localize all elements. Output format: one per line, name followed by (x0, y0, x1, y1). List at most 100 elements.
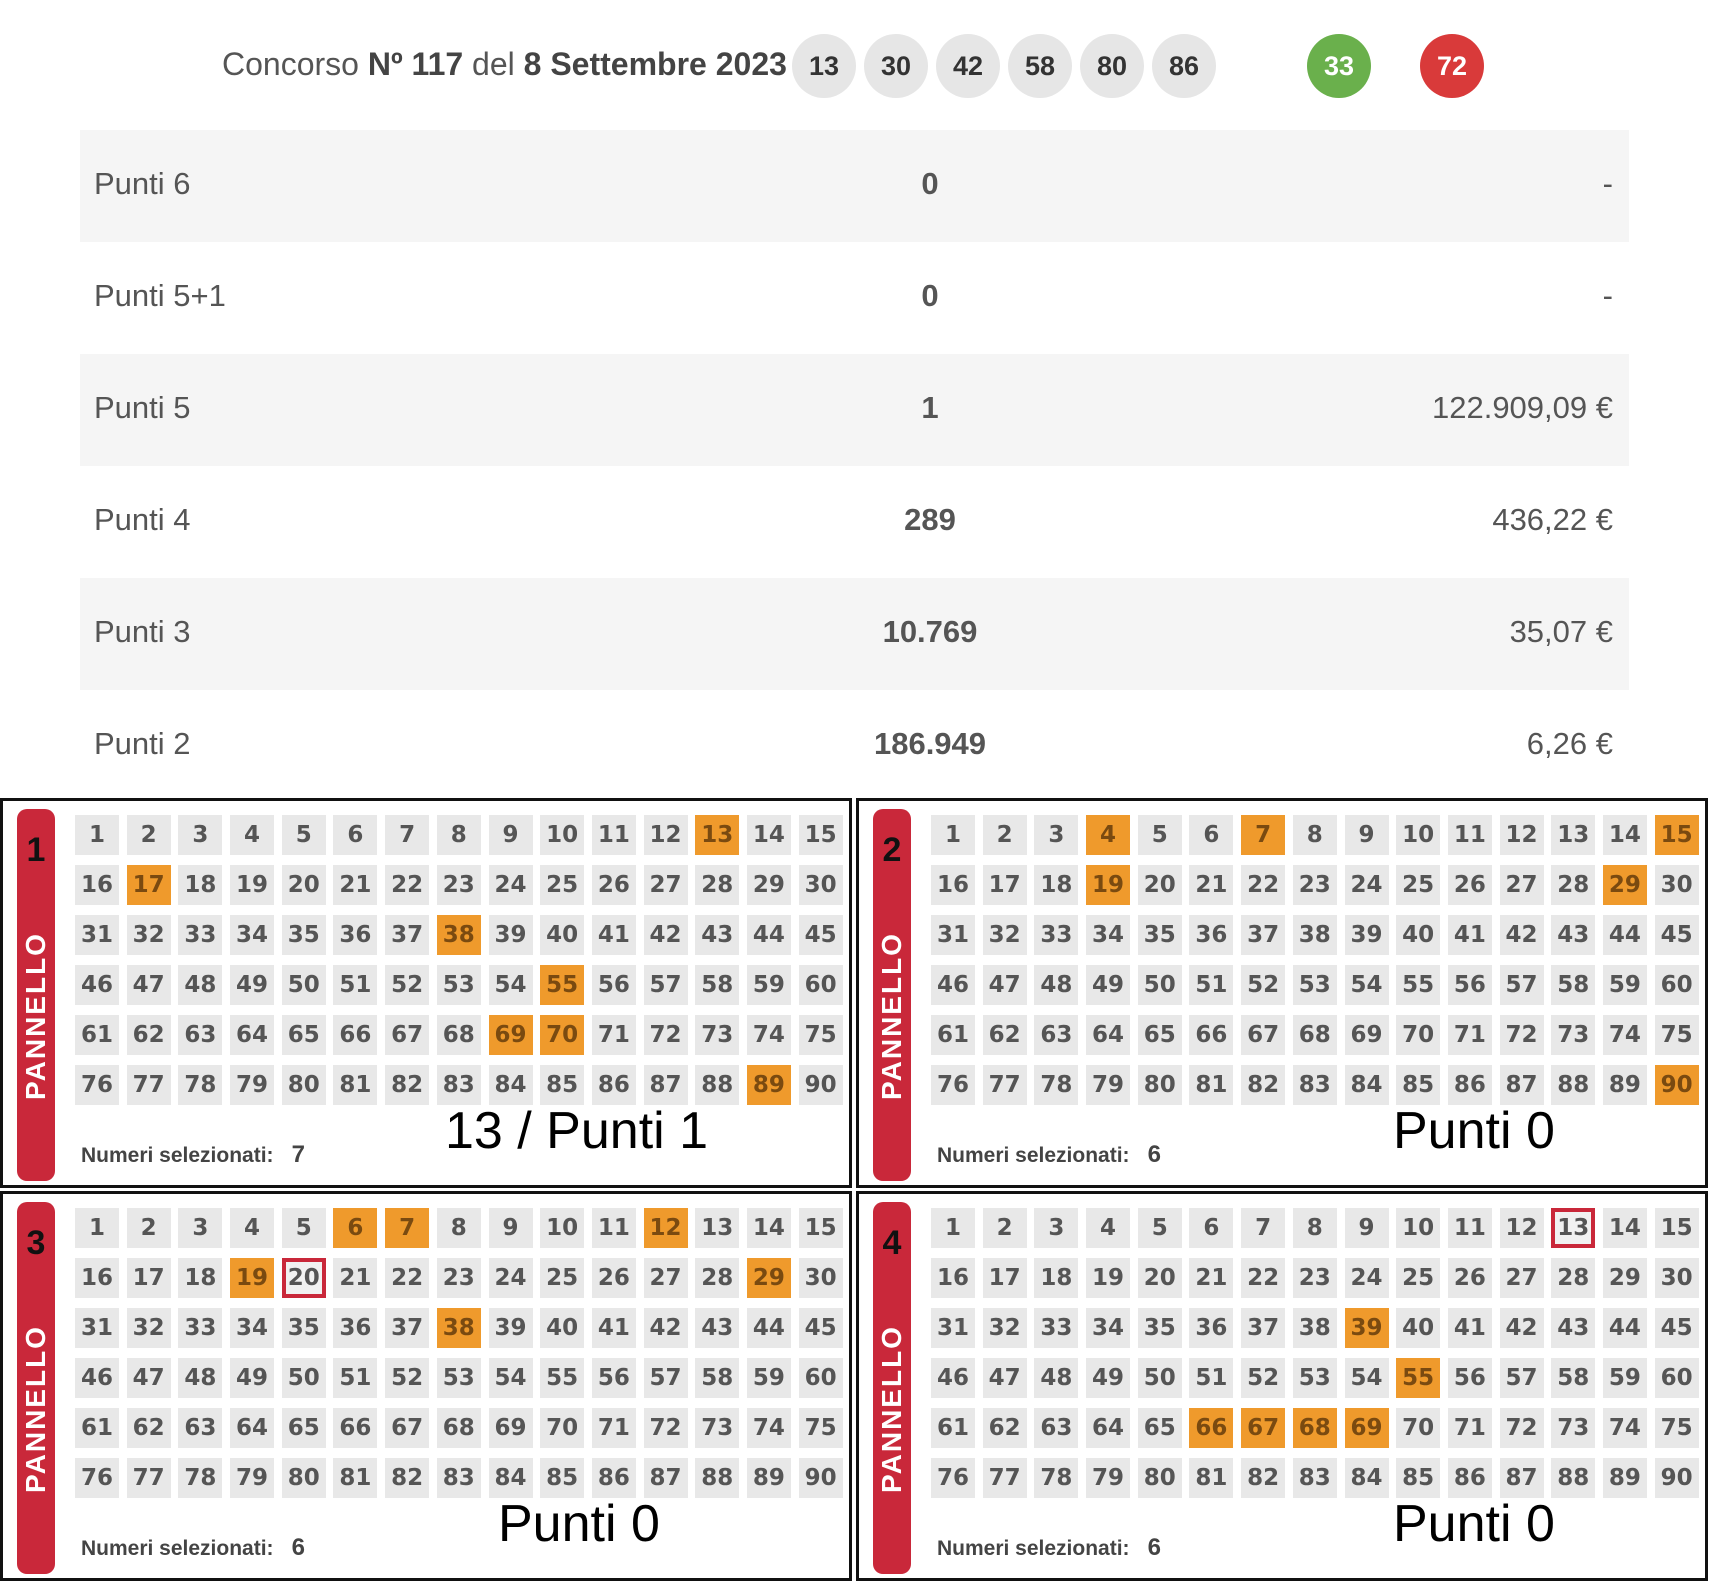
number-cell[interactable]: 44 (1602, 1308, 1647, 1348)
number-cell[interactable]: 70 (540, 1408, 585, 1448)
number-cell[interactable]: 87 (1499, 1065, 1544, 1105)
number-cell[interactable]: 73 (695, 1408, 740, 1448)
number-cell[interactable]: 35 (1137, 1308, 1182, 1348)
number-cell[interactable]: 28 (1551, 1258, 1596, 1298)
number-cell[interactable]: 88 (1551, 1458, 1596, 1498)
number-cell[interactable]: 62 (126, 1015, 171, 1055)
number-cell[interactable]: 57 (1499, 965, 1544, 1005)
number-cell[interactable]: 47 (982, 1358, 1027, 1398)
number-cell[interactable]: 69 (1344, 1408, 1389, 1448)
number-cell[interactable]: 81 (1189, 1458, 1234, 1498)
number-cell[interactable]: 36 (333, 915, 378, 955)
number-cell[interactable]: 4 (1086, 815, 1131, 855)
number-cell[interactable]: 41 (1447, 915, 1492, 955)
number-cell[interactable]: 50 (1137, 965, 1182, 1005)
number-cell[interactable]: 60 (1654, 1358, 1699, 1398)
number-cell[interactable]: 85 (1396, 1458, 1441, 1498)
number-cell[interactable]: 73 (695, 1015, 740, 1055)
number-cell[interactable]: 73 (1551, 1408, 1596, 1448)
number-cell[interactable]: 67 (1241, 1408, 1286, 1448)
number-cell[interactable]: 68 (436, 1408, 481, 1448)
number-cell[interactable]: 15 (798, 815, 843, 855)
number-cell[interactable]: 19 (230, 1258, 275, 1298)
number-cell[interactable]: 5 (1137, 1208, 1182, 1248)
number-cell[interactable]: 61 (931, 1015, 975, 1055)
number-cell[interactable]: 71 (591, 1015, 636, 1055)
number-cell[interactable]: 82 (385, 1458, 430, 1498)
number-cell[interactable]: 75 (798, 1408, 843, 1448)
number-cell[interactable]: 20 (281, 1258, 326, 1298)
number-cell[interactable]: 87 (1499, 1458, 1544, 1498)
number-cell[interactable]: 45 (798, 1308, 843, 1348)
number-cell[interactable]: 88 (695, 1065, 740, 1105)
number-cell[interactable]: 84 (488, 1065, 533, 1105)
number-cell[interactable]: 48 (178, 965, 223, 1005)
number-cell[interactable]: 71 (1447, 1015, 1492, 1055)
number-cell[interactable]: 61 (75, 1408, 119, 1448)
number-cell[interactable]: 13 (1551, 815, 1596, 855)
number-cell[interactable]: 48 (1034, 965, 1079, 1005)
number-cell[interactable]: 47 (982, 965, 1027, 1005)
number-cell[interactable]: 82 (1241, 1065, 1286, 1105)
number-cell[interactable]: 40 (1396, 1308, 1441, 1348)
number-cell[interactable]: 25 (1396, 1258, 1441, 1298)
number-cell[interactable]: 46 (931, 1358, 975, 1398)
number-cell[interactable]: 67 (385, 1408, 430, 1448)
number-cell[interactable]: 90 (798, 1065, 843, 1105)
number-cell[interactable]: 77 (982, 1458, 1027, 1498)
number-cell[interactable]: 28 (1551, 865, 1596, 905)
number-cell[interactable]: 2 (982, 815, 1027, 855)
number-cell[interactable]: 46 (931, 965, 975, 1005)
number-cell[interactable]: 76 (75, 1458, 119, 1498)
number-cell[interactable]: 6 (1189, 815, 1234, 855)
number-cell[interactable]: 80 (1137, 1458, 1182, 1498)
number-cell[interactable]: 7 (1241, 815, 1286, 855)
number-cell[interactable]: 69 (488, 1408, 533, 1448)
number-cell[interactable]: 75 (798, 1015, 843, 1055)
number-cell[interactable]: 64 (230, 1015, 275, 1055)
number-cell[interactable]: 31 (931, 915, 975, 955)
number-cell[interactable]: 74 (746, 1408, 791, 1448)
number-cell[interactable]: 42 (1499, 915, 1544, 955)
number-cell[interactable]: 62 (982, 1015, 1027, 1055)
number-cell[interactable]: 59 (746, 965, 791, 1005)
number-cell[interactable]: 24 (1344, 1258, 1389, 1298)
number-cell[interactable]: 61 (75, 1015, 119, 1055)
number-cell[interactable]: 50 (1137, 1358, 1182, 1398)
number-cell[interactable]: 22 (385, 1258, 430, 1298)
number-cell[interactable]: 34 (1086, 1308, 1131, 1348)
number-cell[interactable]: 72 (1499, 1408, 1544, 1448)
number-cell[interactable]: 21 (333, 1258, 378, 1298)
number-cell[interactable]: 1 (75, 1208, 119, 1248)
number-cell[interactable]: 86 (1447, 1458, 1492, 1498)
number-cell[interactable]: 77 (126, 1065, 171, 1105)
number-cell[interactable]: 15 (1654, 815, 1699, 855)
number-cell[interactable]: 51 (1189, 965, 1234, 1005)
number-cell[interactable]: 32 (982, 1308, 1027, 1348)
number-cell[interactable]: 37 (385, 915, 430, 955)
number-cell[interactable]: 72 (643, 1015, 688, 1055)
number-cell[interactable]: 78 (178, 1458, 223, 1498)
number-cell[interactable]: 63 (178, 1015, 223, 1055)
number-cell[interactable]: 90 (1654, 1065, 1699, 1105)
number-cell[interactable]: 14 (1602, 1208, 1647, 1248)
number-cell[interactable]: 20 (1137, 1258, 1182, 1298)
number-cell[interactable]: 84 (488, 1458, 533, 1498)
number-cell[interactable]: 17 (982, 865, 1027, 905)
number-cell[interactable]: 34 (1086, 915, 1131, 955)
number-cell[interactable]: 74 (1602, 1015, 1647, 1055)
number-cell[interactable]: 78 (178, 1065, 223, 1105)
number-cell[interactable]: 82 (1241, 1458, 1286, 1498)
number-cell[interactable]: 25 (1396, 865, 1441, 905)
number-cell[interactable]: 13 (695, 815, 740, 855)
number-cell[interactable]: 41 (1447, 1308, 1492, 1348)
number-cell[interactable]: 6 (1189, 1208, 1234, 1248)
number-cell[interactable]: 29 (1602, 1258, 1647, 1298)
number-cell[interactable]: 54 (1344, 1358, 1389, 1398)
number-cell[interactable]: 76 (931, 1458, 975, 1498)
number-cell[interactable]: 35 (281, 915, 326, 955)
number-cell[interactable]: 44 (1602, 915, 1647, 955)
number-cell[interactable]: 56 (591, 965, 636, 1005)
number-cell[interactable]: 5 (281, 1208, 326, 1248)
number-cell[interactable]: 16 (931, 1258, 975, 1298)
